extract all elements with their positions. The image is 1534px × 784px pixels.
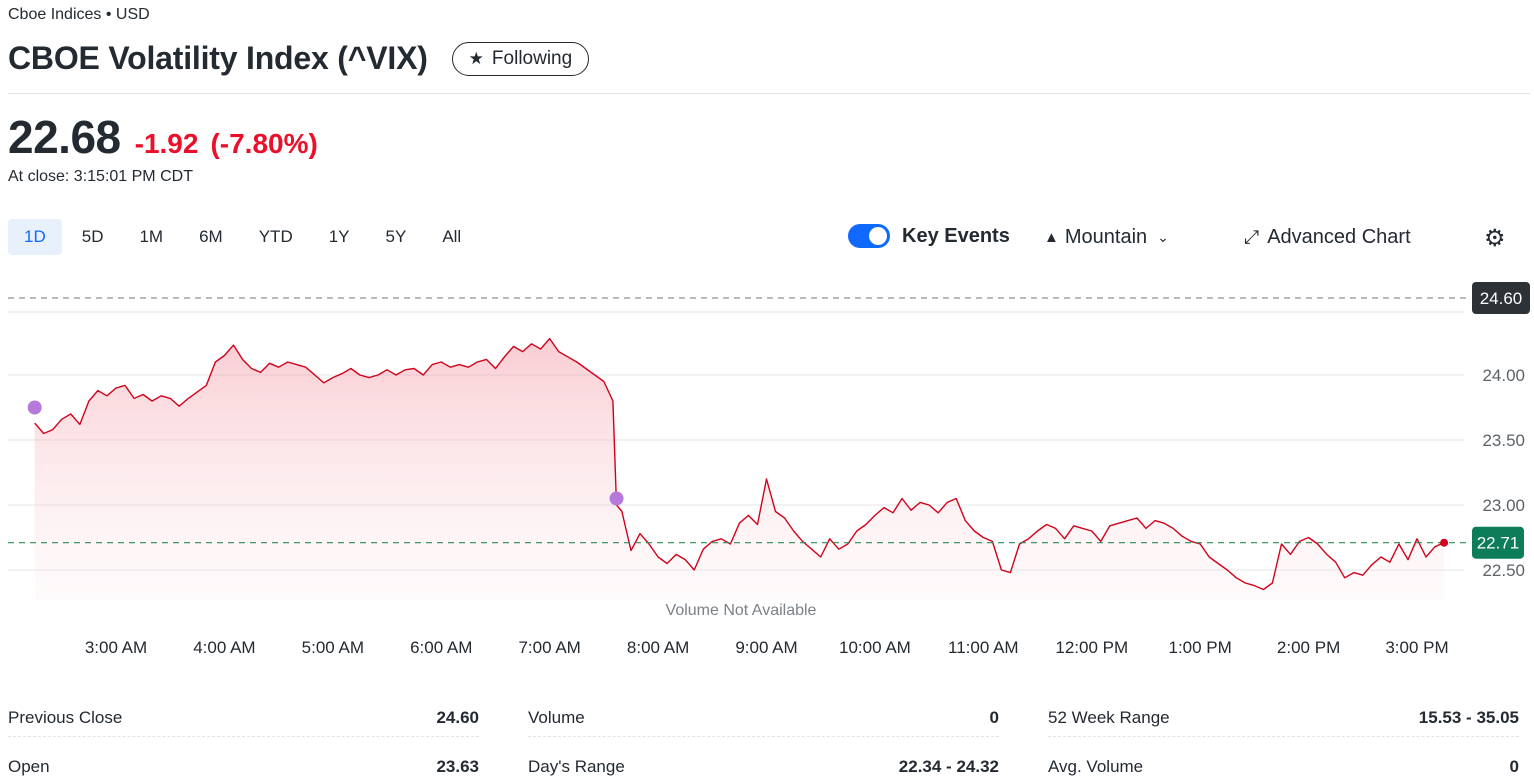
star-icon: ★ [468, 48, 484, 68]
price-change-percent: (-7.80%) [210, 128, 318, 159]
stat-row: Day's Range 22.34 - 24.32 [528, 748, 999, 784]
header-divider [8, 93, 1530, 94]
stat-label: Open [8, 756, 50, 776]
stat-label: Volume [528, 708, 585, 727]
tab-range-1y[interactable]: 1Y [328, 227, 350, 246]
title-row: CBOE Volatility Index (^VIX) ★ Following [8, 40, 590, 77]
stat-value: 0 [989, 708, 999, 727]
previous-close-badge [1472, 282, 1530, 314]
tab-range-all[interactable]: All [442, 227, 462, 246]
x-tick-label: 9:00 AM [735, 638, 797, 657]
stat-value: 23.63 [436, 756, 479, 776]
stat-row: Volume 0 [528, 700, 999, 737]
expand-icon: ⤢ [1244, 226, 1260, 248]
previous-close-label: 24.60 [1480, 289, 1523, 308]
x-tick-label: 8:00 AM [627, 638, 689, 657]
stat-value: 24.60 [436, 708, 479, 727]
chevron-down-icon: ⌄ [1157, 229, 1169, 245]
current-price: 22.68 [8, 111, 121, 163]
stats-column: 52 Week Range 15.53 - 35.05 Avg. Volume 0 [1048, 700, 1519, 784]
tab-range-6m[interactable]: 6M [199, 227, 223, 246]
x-tick-label: 6:00 AM [410, 638, 472, 657]
stat-value: 0 [1509, 756, 1519, 776]
y-tick-label: 23.50 [1482, 431, 1525, 450]
tab-range-5d[interactable]: 5D [81, 227, 104, 246]
series-area [34, 338, 1445, 600]
page-title: CBOE Volatility Index (^VIX) [8, 40, 428, 76]
price-chart[interactable]: 24.00 23.50 23.00 22.50 24.60 22.71 Volume Not… [0, 270, 1534, 670]
tab-range-ytd[interactable]: YTD [258, 227, 293, 246]
range-tabs: 1D 5D 1M 6M YTD 1Y 5Y All [8, 219, 481, 255]
x-tick-label: 3:00 AM [85, 638, 147, 657]
following-button[interactable]: ★ Following [451, 41, 590, 76]
stats-column: Previous Close 24.60 Open 23.63 [8, 700, 479, 784]
key-event-marker [609, 491, 624, 506]
stat-value: 15.53 - 35.05 [1418, 708, 1519, 727]
stat-label: Avg. Volume [1048, 756, 1144, 776]
stat-row: Open 23.63 [8, 748, 479, 784]
gear-icon[interactable]: ⚙ [1484, 225, 1506, 252]
x-tick-label: 11:00 AM [948, 638, 1019, 657]
close-time: At close: 3:15:01 PM CDT [8, 168, 193, 185]
chart-type-label: Mountain [1064, 226, 1148, 248]
advanced-chart-label: Advanced Chart [1267, 226, 1411, 248]
tab-range-1m[interactable]: 1M [139, 227, 164, 246]
mountain-icon: ▲ [1044, 229, 1059, 246]
advanced-chart-button[interactable]: ⤢ Advanced Chart [1244, 226, 1411, 249]
chart-type-dropdown[interactable]: ▲ Mountain ⌄ [1044, 226, 1169, 249]
toggle-knob [869, 227, 887, 245]
exchange-label: Cboe Indices • USD [8, 6, 150, 23]
stat-row: Avg. Volume 0 [1048, 748, 1519, 784]
key-events-toggle[interactable]: Key Events [848, 224, 1010, 248]
tab-range-5y[interactable]: 5Y [385, 227, 407, 246]
y-tick-label: 22.50 [1482, 561, 1525, 580]
series-line [34, 337, 1445, 591]
price-change: -1.92 [134, 128, 199, 159]
chart-toolbar: Key Events ▲ Mountain ⌄ ⤢ Advanced Chart… [848, 222, 1534, 256]
stat-value: 22.34 - 24.32 [898, 756, 999, 776]
x-tick-label: 12:00 PM [1055, 638, 1128, 657]
y-tick-label: 24.00 [1482, 366, 1525, 385]
following-label: Following [491, 47, 573, 69]
current-price-badge [1472, 526, 1524, 559]
current-price-label: 22.71 [1477, 534, 1520, 553]
stat-row: Previous Close 24.60 [8, 700, 479, 737]
key-events-label: Key Events [902, 224, 1010, 247]
stat-label: Day's Range [528, 756, 625, 776]
volume-note: Volume Not Available [666, 602, 817, 619]
price-row: 22.68 -1.92 (-7.80%) [8, 110, 318, 164]
y-tick-label: 23.00 [1482, 496, 1525, 515]
x-tick-label: 5:00 AM [302, 638, 364, 657]
x-tick-label: 2:00 PM [1277, 638, 1340, 657]
x-tick-label: 1:00 PM [1169, 638, 1232, 657]
key-event-marker [27, 400, 42, 415]
x-tick-label: 3:00 PM [1385, 638, 1448, 657]
x-tick-label: 4:00 AM [193, 638, 255, 657]
stat-row: 52 Week Range 15.53 - 35.05 [1048, 700, 1519, 737]
tab-range-1d[interactable]: 1D [8, 219, 62, 255]
last-point-marker [1440, 538, 1449, 547]
x-tick-label: 7:00 AM [518, 638, 580, 657]
x-tick-label: 10:00 AM [839, 638, 911, 657]
stats-column: Volume 0 Day's Range 22.34 - 24.32 [528, 700, 999, 784]
toggle-switch[interactable] [848, 224, 890, 248]
stat-label: 52 Week Range [1048, 708, 1170, 727]
stat-label: Previous Close [8, 708, 123, 727]
